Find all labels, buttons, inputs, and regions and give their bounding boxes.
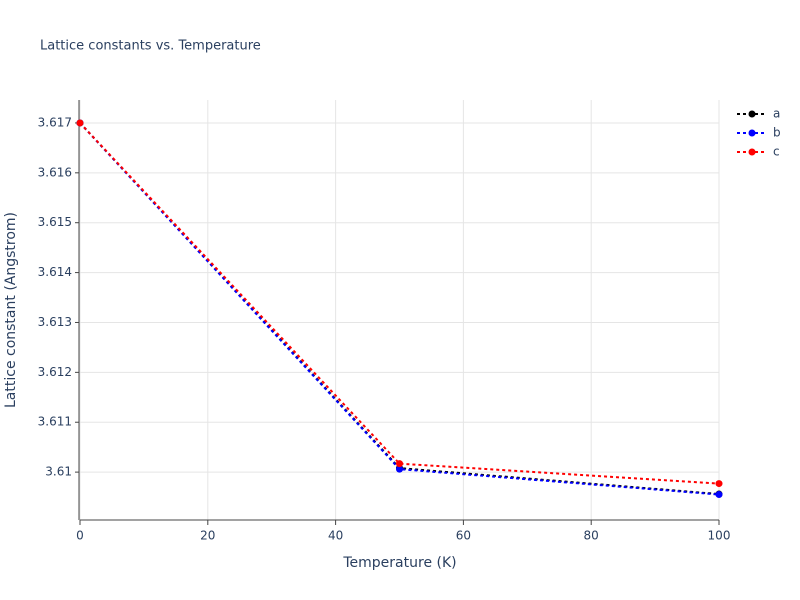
y-tick-label: 3.616 xyxy=(38,165,72,179)
legend-marker xyxy=(748,148,756,156)
data-point xyxy=(715,491,723,499)
x-tick-label: 100 xyxy=(708,529,731,543)
y-tick-label: 3.613 xyxy=(38,315,72,329)
y-tick-label: 3.614 xyxy=(38,265,72,279)
data-point xyxy=(396,465,403,473)
y-tick-label: 3.617 xyxy=(38,115,72,129)
y-axis-title: Lattice constant (Angstrom) xyxy=(3,212,19,408)
x-axis-title: Temperature (K) xyxy=(342,555,456,571)
legend-marker xyxy=(748,129,756,137)
series-line xyxy=(79,122,720,496)
legend-marker xyxy=(748,110,756,118)
x-tick-label: 80 xyxy=(584,529,599,543)
data-point xyxy=(715,480,723,488)
y-tick-label: 3.612 xyxy=(38,365,72,379)
x-tick-label: 20 xyxy=(200,529,215,543)
x-tick-label: 60 xyxy=(456,529,471,543)
data-point xyxy=(76,119,84,127)
y-tick-label: 3.611 xyxy=(38,415,72,429)
y-tick-label: 3.615 xyxy=(38,215,72,229)
chart-title: Lattice constants vs. Temperature xyxy=(40,39,261,54)
y-tick-label: 3.61 xyxy=(45,465,72,479)
series-line xyxy=(79,122,720,496)
legend-label[interactable]: c xyxy=(773,145,780,159)
legend-label[interactable]: a xyxy=(773,107,780,121)
series-line xyxy=(79,122,720,485)
x-tick-label: 40 xyxy=(328,529,343,543)
x-tick-label: 0 xyxy=(76,529,84,543)
data-point xyxy=(396,460,403,468)
legend-label[interactable]: b xyxy=(773,126,781,140)
